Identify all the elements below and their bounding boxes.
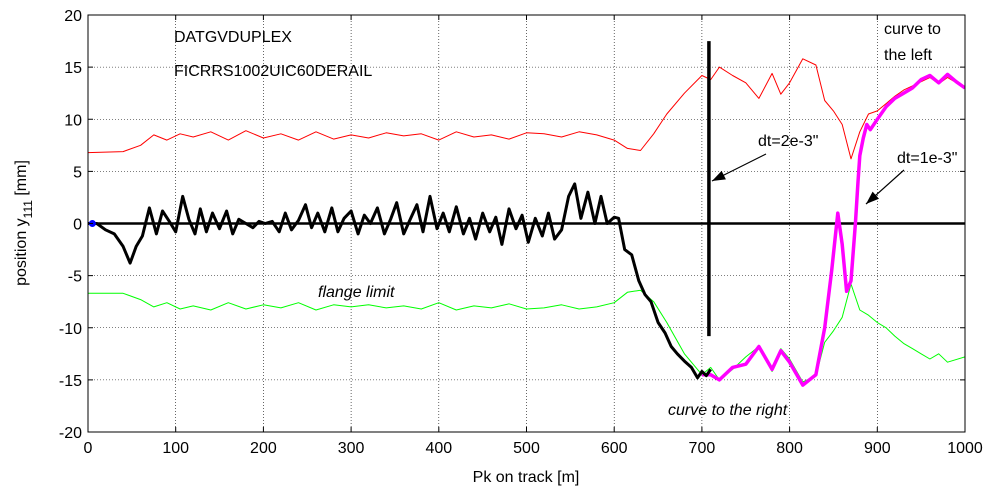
x-tick-label: 500 [513, 440, 540, 457]
y-axis-title: position y111 [mm] [13, 160, 35, 286]
x-axis-title: Pk on track [m] [473, 469, 580, 486]
x-tick-label: 800 [776, 440, 803, 457]
x-tick-label: 600 [601, 440, 628, 457]
y-tick-label: 5 [73, 164, 82, 181]
y-axis-ticks: -20 -15 -10 -5 0 5 10 15 20 [59, 8, 965, 442]
x-tick-label: 1000 [947, 440, 983, 457]
position-dt-2e-3-line [88, 182, 712, 380]
y-tick-label: 0 [73, 217, 82, 234]
y-tick-label: -5 [68, 269, 82, 286]
x-axis-ticks: 0 100 200 300 400 500 600 700 800 900 1000 [84, 15, 983, 457]
y-tick-label: 20 [64, 8, 82, 25]
y-tick-label: -20 [59, 425, 82, 442]
y-axis-title-sub: 111 [21, 200, 35, 219]
y-axis-title-main: position y [13, 218, 30, 286]
y-axis-title-unit: [mm] [13, 160, 30, 200]
x-tick-label: 0 [84, 440, 93, 457]
y-tick-label: 10 [64, 112, 82, 129]
x-tick-label: 200 [250, 440, 277, 457]
curve-left-label-1: curve to [884, 21, 941, 38]
dt1-arrow-head [866, 191, 880, 204]
x-tick-label: 400 [425, 440, 452, 457]
y-tick-label: 15 [64, 60, 82, 77]
x-tick-label: 300 [338, 440, 365, 457]
curve-right-label: curve to the right [668, 402, 788, 419]
x-tick-label: 900 [864, 440, 891, 457]
dt2-arrow-head [712, 170, 726, 181]
lower-flange-limit-line [88, 283, 965, 383]
annotation-arrows [711, 153, 905, 205]
curve-left-label-2: the left [884, 47, 933, 64]
dt1-label: dt=1e-3" [897, 150, 957, 167]
title-line-2: FICRRS1002UIC60DERAIL [174, 63, 372, 80]
upper-flange-limit-line [88, 58, 965, 160]
x-tick-label: 100 [162, 440, 189, 457]
position-dt-1e-3-line [701, 72, 965, 387]
title-line-1: DATGVDUPLEX [174, 29, 292, 46]
y-tick-label: -10 [59, 321, 82, 338]
dt2-label: dt=2e-3" [758, 133, 818, 150]
series-layer [88, 41, 965, 387]
y-tick-label: -15 [59, 373, 82, 390]
flange-limit-label: flange limit [318, 284, 395, 301]
x-tick-label: 700 [689, 440, 716, 457]
